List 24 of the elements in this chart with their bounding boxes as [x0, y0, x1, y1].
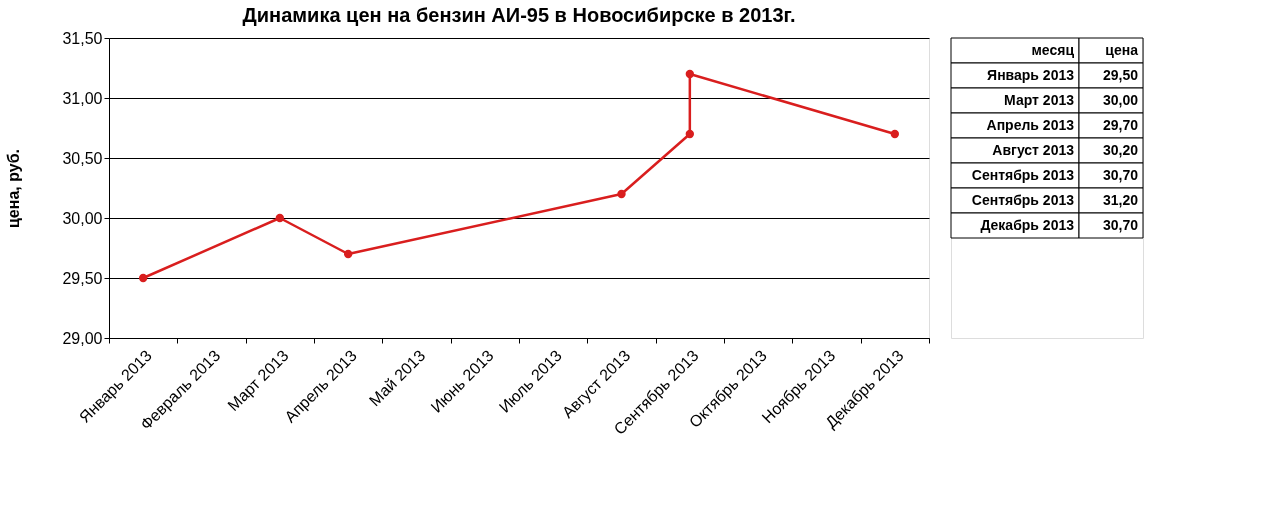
text: Апрель 2013 [986, 116, 1075, 133]
text: Декабрь 2013 [980, 216, 1075, 233]
y-axis-title: цена, руб. [5, 149, 23, 228]
y-tick-label: 31,00 [62, 89, 103, 107]
y-tick-label: 30,00 [62, 209, 103, 227]
text: 30,20 [1102, 141, 1139, 158]
text: 30,00 [1102, 91, 1139, 108]
text: цена [1105, 41, 1139, 58]
text: 30,70 [1102, 216, 1139, 233]
text: Август 2013 [992, 141, 1075, 158]
y-tick-label: 31,50 [62, 29, 103, 47]
text: Сентябрь 2013 [971, 166, 1075, 183]
text: Январь 2013 [987, 66, 1075, 83]
y-tick-label: 29,50 [62, 269, 103, 287]
text: Март 2013 [1004, 91, 1075, 108]
y-tick-label: 30,50 [62, 149, 103, 167]
text: 29,70 [1102, 116, 1139, 133]
text: месяц [1031, 41, 1075, 58]
text: 30,70 [1102, 166, 1139, 183]
text: Сентябрь 2013 [971, 191, 1075, 208]
text: 29,50 [1102, 66, 1139, 83]
chart-title: Динамика цен на бензин АИ-95 в Новосибирске в 2013г. [242, 4, 796, 26]
y-tick-label: 29,00 [62, 329, 103, 347]
text: 31,20 [1102, 191, 1139, 208]
